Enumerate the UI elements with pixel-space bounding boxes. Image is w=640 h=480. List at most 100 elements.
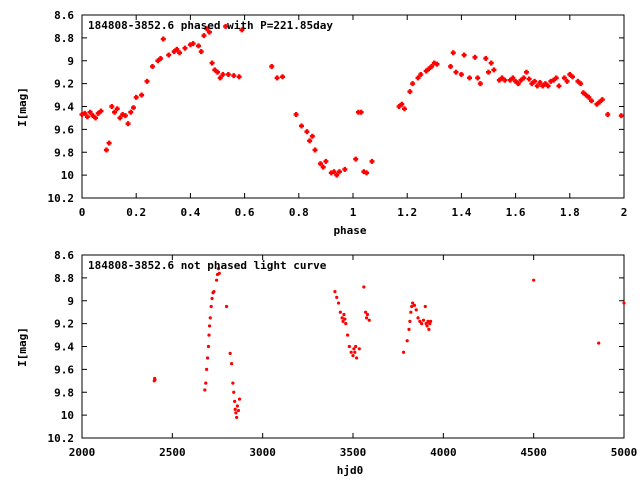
phased-data-point bbox=[599, 97, 605, 103]
unphased-data-point bbox=[401, 350, 406, 354]
phased-data-point bbox=[206, 29, 212, 35]
unphased-data-point bbox=[204, 381, 208, 385]
phased-data-point bbox=[84, 114, 90, 120]
phased-data-point bbox=[556, 83, 562, 89]
phased-data-point bbox=[431, 60, 437, 66]
phased-data-point bbox=[353, 156, 359, 162]
unphased-data-point bbox=[354, 344, 358, 349]
phased-data-point bbox=[364, 170, 370, 176]
phased-data-point bbox=[109, 104, 115, 109]
unphased-y-tick-label: 8.8 bbox=[54, 272, 74, 285]
phased-data-point bbox=[139, 92, 145, 98]
phased-data-point bbox=[79, 112, 85, 118]
unphased-x-tick-label: 2500 bbox=[159, 446, 186, 459]
unphased-data-point bbox=[421, 318, 426, 322]
phased-data-point bbox=[209, 60, 215, 66]
phased-data-point bbox=[483, 55, 489, 61]
unphased-data-point bbox=[217, 271, 221, 275]
phased-light-curve-chart: 0 0.2 0.4 0.6 0.8 1 1.2 1.4 1.6 1.8 2 8.6 8.8 9 9.2 9.4… bbox=[16, 9, 627, 237]
unphased-data-point bbox=[341, 319, 345, 323]
phased-data-point bbox=[112, 109, 118, 115]
unphased-data-point bbox=[412, 303, 417, 307]
unphased-data-point bbox=[409, 310, 413, 314]
phased-y-tick-label: 10.2 bbox=[48, 192, 75, 205]
phased-data-point bbox=[328, 170, 334, 176]
unphased-x-tick-label: 4000 bbox=[430, 446, 457, 459]
phased-x-tick-label: 1 bbox=[350, 206, 357, 219]
unphased-data-point bbox=[228, 351, 232, 355]
phased-data-point bbox=[453, 69, 459, 75]
unphased-data-point bbox=[425, 324, 429, 328]
phased-data-point bbox=[515, 81, 521, 87]
unphased-data-point bbox=[362, 285, 366, 289]
unphased-data-point bbox=[208, 316, 212, 320]
phased-data-point bbox=[545, 83, 551, 89]
unphased-data-point bbox=[411, 301, 415, 305]
unphased-data-point bbox=[233, 399, 237, 403]
unphased-x-tick-label: 3500 bbox=[340, 446, 367, 459]
phased-data-point bbox=[418, 71, 424, 77]
phased-x-axis-label: phase bbox=[333, 224, 366, 237]
phased-x-tick-label: 0 bbox=[79, 206, 86, 219]
phased-x-tick-label: 1.2 bbox=[397, 206, 417, 219]
phased-data-point bbox=[155, 58, 161, 64]
unphased-data-point bbox=[209, 304, 213, 309]
phased-data-point bbox=[561, 75, 567, 81]
unphased-data-point bbox=[214, 278, 219, 282]
unphased-data-point bbox=[349, 350, 353, 354]
phased-data-point bbox=[467, 75, 473, 81]
phased-x-tick-label: 1.4 bbox=[451, 206, 471, 219]
unphased-data-point bbox=[216, 267, 221, 271]
phased-x-tick-label: 0.8 bbox=[289, 206, 309, 219]
unphased-data-point bbox=[229, 362, 234, 366]
phased-data-point bbox=[358, 109, 364, 115]
unphased-data-point bbox=[416, 316, 420, 320]
phased-data-point bbox=[122, 113, 128, 119]
unphased-data-point bbox=[336, 301, 341, 305]
phased-data-point bbox=[361, 169, 367, 175]
phased-x-tick-label: 2 bbox=[621, 206, 628, 219]
phased-data-point bbox=[95, 110, 101, 116]
unphased-data-point bbox=[405, 339, 409, 343]
unphased-data-point bbox=[205, 367, 209, 371]
phased-data-point bbox=[225, 71, 231, 77]
phased-data-point bbox=[472, 54, 478, 60]
unphased-data-point bbox=[351, 354, 355, 358]
unphased-data-point bbox=[365, 312, 370, 317]
unphased-y-tick-label: 9.8 bbox=[54, 386, 74, 399]
phased-data-point bbox=[204, 26, 210, 32]
unphased-axis-ticks bbox=[81, 254, 625, 439]
phased-x-tick-label: 1.6 bbox=[506, 206, 526, 219]
unphased-data-point bbox=[231, 381, 235, 385]
phased-data-point bbox=[312, 147, 318, 153]
unphased-data-point bbox=[410, 304, 414, 309]
unphased-data-point bbox=[234, 411, 238, 415]
unphased-data-point bbox=[340, 316, 344, 320]
phased-axis-ticks bbox=[81, 14, 625, 199]
unphased-data-point bbox=[205, 356, 210, 360]
phased-data-point bbox=[526, 76, 532, 82]
phased-data-point bbox=[174, 46, 180, 52]
unphased-data-point bbox=[429, 319, 433, 323]
unphased-data-point bbox=[420, 322, 424, 326]
phased-data-point bbox=[434, 61, 440, 67]
phased-data-point bbox=[521, 75, 527, 81]
unphased-x-tick-label: 5000 bbox=[611, 446, 638, 459]
unphased-x-axis-label: hjd0 bbox=[337, 464, 364, 477]
phased-data-point bbox=[486, 69, 491, 75]
phased-data-point bbox=[605, 112, 611, 118]
phased-data-point bbox=[594, 101, 600, 107]
phased-data-point bbox=[133, 94, 139, 100]
unphased-data-point bbox=[207, 324, 212, 328]
phased-data-point bbox=[578, 81, 584, 87]
phased-data-point bbox=[182, 45, 188, 51]
unphased-data-point bbox=[364, 310, 368, 314]
phased-data-point bbox=[201, 33, 207, 39]
unphased-data-point bbox=[224, 304, 229, 309]
phased-data-point bbox=[369, 158, 375, 164]
phased-data-point bbox=[190, 41, 196, 47]
phased-data-point bbox=[537, 79, 543, 85]
phased-y-tick-label: 10 bbox=[61, 169, 74, 182]
unphased-data-point bbox=[414, 308, 418, 312]
